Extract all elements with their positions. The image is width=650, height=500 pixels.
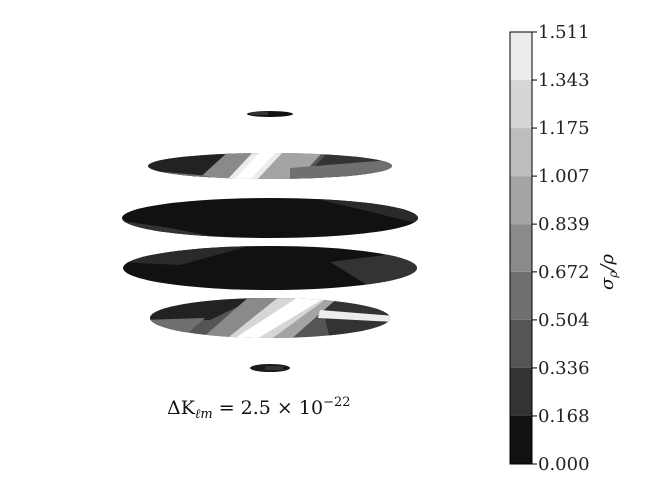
colorbar-level-0 [510,415,532,464]
colorbar-tick-label: 0.839 [538,214,590,235]
colorbar-tick-label: 1.511 [538,22,590,43]
colorbar-tick-label: 0.504 [538,310,590,331]
band-6 [250,364,290,372]
colorbar-level-6 [510,128,532,177]
band-4 [123,246,417,290]
colorbar-level-1 [510,367,532,416]
colorbar-ticks: 0.000 0.168 0.336 0.504 0.672 0.839 1.007 1.175… [532,22,590,475]
colorbar-tick-label: 1.007 [538,166,590,187]
colorbar-tick-label: 0.000 [538,454,590,475]
colorbar-level-5 [510,176,532,225]
colorbar-level-7 [510,80,532,129]
colorbar-level-8 [510,32,532,81]
band-1 [247,111,293,117]
band-2 [148,153,392,179]
colorbar-level-4 [510,224,532,272]
colorbar-label: σρ/ρ [597,254,620,290]
colorbar-tick-label: 1.175 [538,118,590,139]
colorbar-tick-label: 0.336 [538,358,590,379]
colorbar-tick-label: 0.672 [538,262,590,283]
colorbar [509,31,533,465]
colorbar-level-3 [510,271,532,320]
delta-k-annotation: ΔKℓm = 2.5 × 10−22 [167,395,351,422]
colorbar-tick-label: 0.168 [538,406,590,427]
colorbar-level-2 [510,319,532,368]
band-3 [122,198,418,238]
sphere-plot [122,111,418,372]
band-5 [150,298,390,338]
colorbar-tick-label: 1.343 [538,70,590,91]
colorbar-frame [509,31,533,465]
